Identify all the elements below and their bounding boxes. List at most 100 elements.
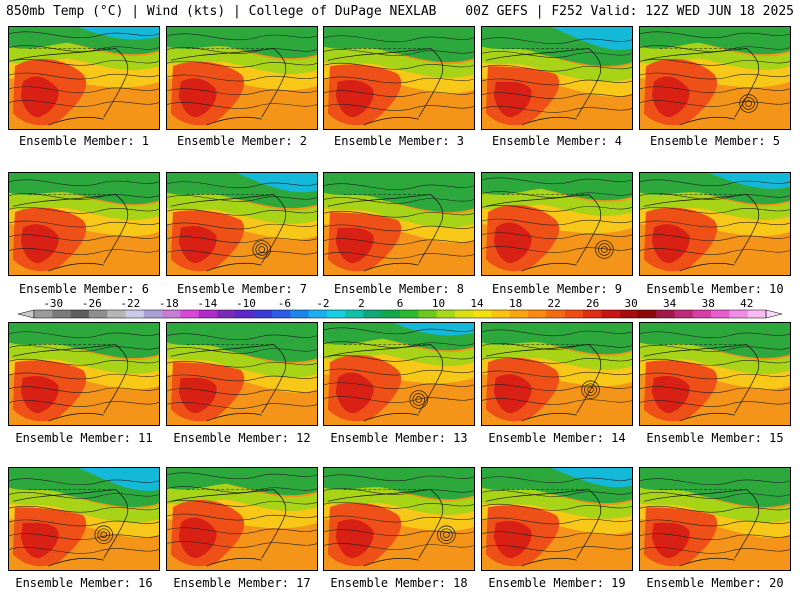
colorbar-swatch <box>143 310 163 318</box>
ensemble-member-map <box>639 172 791 276</box>
ensemble-member-map <box>8 467 160 571</box>
ensemble-member-map <box>639 322 791 426</box>
ensemble-member-label: Ensemble Member: 2 <box>176 134 308 148</box>
colorbar-swatch <box>454 310 474 318</box>
colorbar-swatch <box>692 310 712 318</box>
ensemble-member-label: Ensemble Member: 3 <box>333 134 465 148</box>
colorbar-tick-label: 6 <box>397 297 404 310</box>
colorbar-swatch <box>711 310 730 318</box>
ensemble-member-map <box>166 172 318 276</box>
ensemble-member-label: Ensemble Member: 1 <box>18 134 150 148</box>
colorbar-swatch <box>363 310 382 318</box>
colorbar-max-arrow <box>765 309 783 319</box>
ensemble-member-map <box>323 172 475 276</box>
ensemble-member-map <box>323 467 475 571</box>
colorbar-swatch <box>473 310 492 318</box>
ensemble-member-map <box>481 172 633 276</box>
colorbar-swatch <box>125 310 145 318</box>
colorbar-swatch <box>308 310 328 318</box>
ensemble-member-label: Ensemble Member: 4 <box>491 134 623 148</box>
ensemble-member-map <box>323 322 475 426</box>
colorbar-swatch <box>637 310 657 318</box>
ensemble-member-label: Ensemble Member: 16 <box>15 576 153 590</box>
colorbar-tick-label: -26 <box>82 297 102 310</box>
ensemble-member-map <box>639 26 791 130</box>
colorbar-tick-label: 34 <box>663 297 677 310</box>
run-valid-time: 00Z GEFS | F252 Valid: 12Z WED JUN 18 20… <box>465 4 794 19</box>
colorbar-swatch <box>271 310 291 318</box>
colorbar-swatch <box>217 310 236 318</box>
colorbar-swatch <box>345 310 364 318</box>
colorbar-swatch <box>674 310 694 318</box>
colorbar-tick-label: 22 <box>547 297 560 310</box>
colorbar-swatch <box>436 310 456 318</box>
colorbar-tick-label: 42 <box>740 297 753 310</box>
ensemble-member-label: Ensemble Member: 11 <box>15 431 153 445</box>
colorbar-tick-label: -2 <box>316 297 329 310</box>
ensemble-member-label: Ensemble Member: 20 <box>646 576 784 590</box>
colorbar-tick-label: 30 <box>625 297 638 310</box>
ensemble-member-map <box>481 26 633 130</box>
ensemble-member-label: Ensemble Member: 5 <box>649 134 781 148</box>
colorbar-tick-label: 18 <box>509 297 522 310</box>
colorbar-swatch <box>235 310 254 318</box>
ensemble-member-map <box>481 467 633 571</box>
ensemble-member-label: Ensemble Member: 9 <box>491 282 623 296</box>
ensemble-member-map <box>166 322 318 426</box>
colorbar-swatch <box>52 310 71 318</box>
ensemble-member-label: Ensemble Member: 13 <box>330 431 468 445</box>
ensemble-member-label: Ensemble Member: 7 <box>176 282 308 296</box>
ensemble-member-map <box>8 172 160 276</box>
colorbar-swatch <box>418 310 437 318</box>
ensemble-member-map <box>323 26 475 130</box>
colorbar-swatch <box>564 310 584 318</box>
ensemble-member-label: Ensemble Member: 15 <box>646 431 784 445</box>
colorbar-swatch <box>107 310 126 318</box>
colorbar-tick-label: -14 <box>197 297 217 310</box>
colorbar-swatch <box>747 310 767 318</box>
colorbar-swatch <box>70 310 90 318</box>
ensemble-member-map <box>639 467 791 571</box>
colorbar-swatch <box>381 310 401 318</box>
colorbar-swatch <box>253 310 273 318</box>
colorbar-tick-label: -18 <box>159 297 179 310</box>
colorbar-swatch <box>88 310 108 318</box>
colorbar-tick-label: 38 <box>702 297 715 310</box>
colorbar-swatch <box>509 310 529 318</box>
ensemble-member-label: Ensemble Member: 6 <box>18 282 150 296</box>
colorbar-tick-label: 10 <box>432 297 445 310</box>
colorbar-swatch <box>491 310 511 318</box>
ensemble-member-label: Ensemble Member: 12 <box>173 431 311 445</box>
colorbar-swatch <box>729 310 748 318</box>
temperature-colorbar: -30 -26 -22 -18 -14 -10 -6 -2 2 6 10 14 18 22 26 30 34 38… <box>14 296 786 322</box>
ensemble-member-map <box>166 26 318 130</box>
colorbar-swatch <box>528 310 547 318</box>
colorbar-swatch <box>546 310 565 318</box>
colorbar-swatch <box>619 310 639 318</box>
ensemble-member-label: Ensemble Member: 19 <box>488 576 626 590</box>
colorbar-swatch <box>34 310 53 318</box>
colorbar-swatch <box>180 310 199 318</box>
ensemble-member-map <box>8 26 160 130</box>
ensemble-member-label: Ensemble Member: 10 <box>646 282 784 296</box>
ensemble-member-label: Ensemble Member: 8 <box>333 282 465 296</box>
colorbar-swatch <box>601 310 620 318</box>
colorbar-swatch <box>198 310 218 318</box>
colorbar-swatch <box>162 310 181 318</box>
colorbar-tick-label: -6 <box>278 297 291 310</box>
colorbar-tick-label: 2 <box>358 297 365 310</box>
ensemble-member-map <box>8 322 160 426</box>
colorbar-swatch <box>400 310 419 318</box>
colorbar-tick-label: -22 <box>120 297 140 310</box>
colorbar-swatch <box>326 310 346 318</box>
ensemble-member-label: Ensemble Member: 18 <box>330 576 468 590</box>
colorbar-tick-label: 14 <box>470 297 484 310</box>
colorbar-tick-label: 26 <box>586 297 599 310</box>
ensemble-member-map <box>481 322 633 426</box>
colorbar-tick-label: -10 <box>236 297 256 310</box>
ensemble-member-label: Ensemble Member: 14 <box>488 431 626 445</box>
ensemble-member-label: Ensemble Member: 17 <box>173 576 311 590</box>
ensemble-member-map <box>166 467 318 571</box>
colorbar-swatch <box>656 310 675 318</box>
chart-title: 850mb Temp (°C) | Wind (kts) | College o… <box>6 4 437 19</box>
